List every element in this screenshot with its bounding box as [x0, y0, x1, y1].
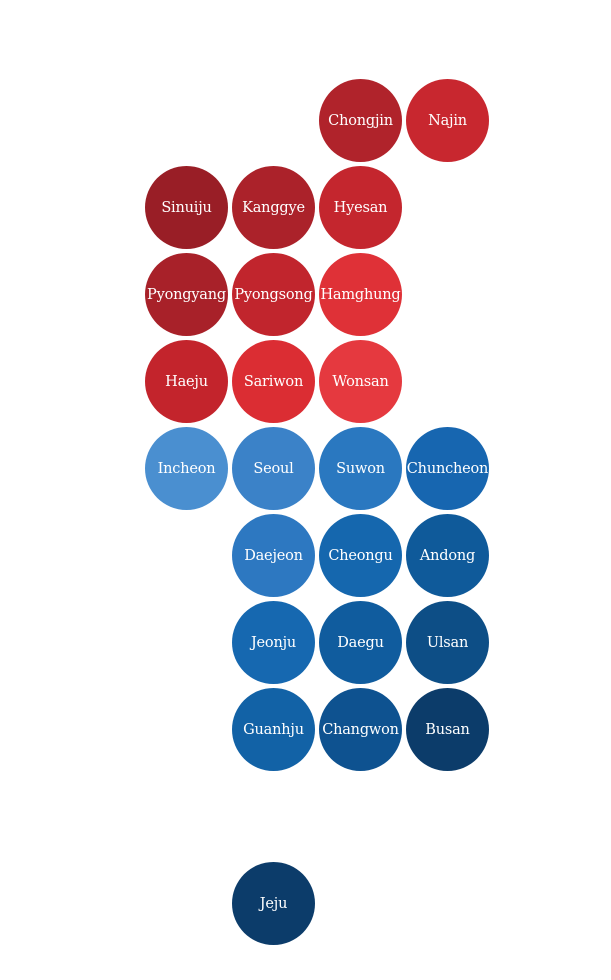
city-circle-suwon[interactable]: Suwon: [319, 427, 402, 510]
city-circle-ulsan[interactable]: Ulsan: [406, 601, 489, 684]
city-circle-sinuiju[interactable]: Sinuiju: [145, 166, 228, 249]
city-label: Najin: [428, 112, 467, 129]
city-circle-najin[interactable]: Najin: [406, 79, 489, 162]
city-label: Busan: [425, 721, 470, 738]
city-circle-guanhju[interactable]: Guanhju: [232, 688, 315, 771]
city-label: Suwon: [336, 460, 385, 477]
city-label: Cheongu: [328, 547, 393, 564]
city-circle-pyongsong[interactable]: Pyongsong: [232, 253, 315, 336]
city-circle-jeonju[interactable]: Jeonju: [232, 601, 315, 684]
city-label: Jeonju: [250, 634, 297, 651]
city-circle-hyesan[interactable]: Hyesan: [319, 166, 402, 249]
city-circle-chuncheon[interactable]: Chuncheon: [406, 427, 489, 510]
city-label: Daegu: [337, 634, 384, 651]
city-circle-busan[interactable]: Busan: [406, 688, 489, 771]
city-label: Sinuiju: [161, 199, 212, 216]
city-circle-seoul[interactable]: Seoul: [232, 427, 315, 510]
city-label: Pyongyang: [147, 286, 226, 303]
city-label: Wonsan: [332, 373, 389, 390]
city-circle-hamghung[interactable]: Hamghung: [319, 253, 402, 336]
city-label: Kanggye: [242, 199, 305, 216]
city-label: Ulsan: [426, 634, 469, 651]
city-label: Seoul: [253, 460, 294, 477]
city-label: Guanhju: [243, 721, 304, 738]
city-label: Hyesan: [333, 199, 388, 216]
city-label: Haeju: [165, 373, 208, 390]
city-circle-sariwon[interactable]: Sariwon: [232, 340, 315, 423]
city-label: Hamghung: [320, 286, 401, 303]
city-circle-chongjin[interactable]: Chongjin: [319, 79, 402, 162]
city-circle-daejeon[interactable]: Daejeon: [232, 514, 315, 597]
city-circle-wonsan[interactable]: Wonsan: [319, 340, 402, 423]
city-label: Pyongsong: [234, 286, 313, 303]
city-label: Incheon: [157, 460, 216, 477]
city-circle-cheongu[interactable]: Cheongu: [319, 514, 402, 597]
city-circle-andong[interactable]: Andong: [406, 514, 489, 597]
city-label: Jeju: [259, 895, 288, 912]
city-circle-jeju[interactable]: Jeju: [232, 862, 315, 945]
city-label: Chuncheon: [406, 460, 489, 477]
city-label: Chongjin: [328, 112, 393, 129]
city-circle-kanggye[interactable]: Kanggye: [232, 166, 315, 249]
city-label: Sariwon: [243, 373, 304, 390]
city-circle-pyongyang[interactable]: Pyongyang: [145, 253, 228, 336]
city-circle-incheon[interactable]: Incheon: [145, 427, 228, 510]
city-label: Andong: [419, 547, 476, 564]
city-circle-haeju[interactable]: Haeju: [145, 340, 228, 423]
city-label: Changwon: [322, 721, 399, 738]
city-circle-changwon[interactable]: Changwon: [319, 688, 402, 771]
city-circle-daegu[interactable]: Daegu: [319, 601, 402, 684]
city-label: Daejeon: [244, 547, 303, 564]
